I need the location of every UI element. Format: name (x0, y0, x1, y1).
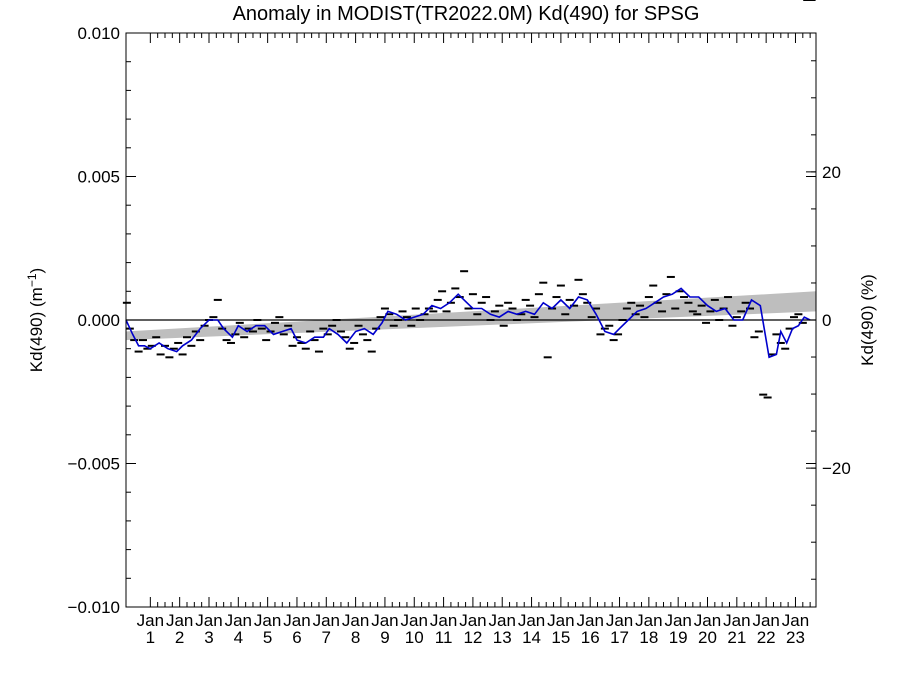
x-tick-label-year: 6 (292, 628, 301, 647)
x-tick-label-year: 3 (204, 628, 213, 647)
x-tick-label-year: 12 (463, 628, 482, 647)
y-left-tick-label: 0.000 (77, 311, 120, 330)
x-tick-label-year: 4 (234, 628, 243, 647)
x-tick-label-year: 10 (405, 628, 424, 647)
x-axis: Jan1Jan2Jan3Jan4Jan5Jan6Jan7Jan8Jan9Jan1… (137, 33, 811, 647)
x-tick-label-year: 20 (698, 628, 717, 647)
x-tick-label-month: Jan (489, 611, 516, 630)
y-axis-left-title: Kd(490) (m−1) (25, 268, 46, 372)
y-left-tick-label: 0.005 (77, 168, 120, 187)
smoothed-series-line (125, 287, 811, 359)
x-tick-label-year: 9 (380, 628, 389, 647)
x-tick-label-year: 16 (581, 628, 600, 647)
x-tick-label-month: Jan (342, 611, 369, 630)
x-tick-label-year: 11 (435, 628, 453, 647)
x-tick-label-year: 21 (727, 628, 746, 647)
x-tick-label-month: Jan (283, 611, 310, 630)
trend-band (126, 291, 816, 341)
y-right-tick-label: 20 (822, 163, 841, 182)
x-tick-label-month: Jan (459, 611, 486, 630)
x-tick-label-month: Jan (723, 611, 750, 630)
y-left-tick-label: −0.010 (68, 598, 120, 617)
x-tick-label-month: Jan (782, 611, 809, 630)
x-tick-label-year: 1 (146, 628, 155, 647)
x-tick-label-month: Jan (137, 611, 164, 630)
y-axis-left: −0.010 −0.005 0.000 0.005 0.010 (68, 24, 816, 617)
x-tick-label-month: Jan (371, 611, 398, 630)
y-axis-right-title: Kd(490) (%) (858, 274, 877, 366)
x-tick-label-month: Jan (752, 611, 779, 630)
x-tick-label-month: Jan (664, 611, 691, 630)
y-axis-right: −20 0 20 (806, 60, 851, 580)
monthly-points-layer (122, 0, 816, 399)
x-tick-label-year: 8 (351, 628, 360, 647)
x-tick-label-year: 14 (522, 628, 541, 647)
y-left-tick-label: −0.005 (68, 455, 120, 474)
x-tick-label-month: Jan (635, 611, 662, 630)
y-right-tick-label: −20 (822, 459, 851, 478)
x-tick-label-month: Jan (518, 611, 545, 630)
x-tick-label-month: Jan (254, 611, 281, 630)
x-tick-label-year: 13 (493, 628, 512, 647)
x-tick-label-month: Jan (225, 611, 252, 630)
x-tick-label-year: 2 (175, 628, 184, 647)
chart-title: Anomaly in MODIST(TR2022.0M) Kd(490) for… (233, 3, 700, 25)
x-tick-label-month: Jan (401, 611, 428, 630)
x-tick-label-month: Jan (547, 611, 574, 630)
x-tick-label-month: Jan (430, 611, 457, 630)
x-tick-label-year: 5 (263, 628, 272, 647)
x-tick-label-month: Jan (576, 611, 603, 630)
x-tick-label-month: Jan (195, 611, 222, 630)
trend-band-layer (126, 291, 816, 341)
y-left-tick-label: 0.010 (77, 24, 120, 43)
y-right-tick-label: 0 (822, 311, 831, 330)
x-tick-label-year: 23 (786, 628, 805, 647)
x-tick-label-month: Jan (694, 611, 721, 630)
x-tick-label-month: Jan (606, 611, 633, 630)
x-tick-label-year: 18 (639, 628, 658, 647)
smoothed-line-layer (125, 287, 811, 359)
x-tick-label-year: 22 (757, 628, 776, 647)
x-tick-label-month: Jan (166, 611, 193, 630)
x-tick-label-year: 15 (551, 628, 570, 647)
x-tick-label-year: 17 (610, 628, 629, 647)
x-tick-label-year: 7 (322, 628, 331, 647)
x-tick-label-month: Jan (313, 611, 340, 630)
x-tick-label-year: 19 (669, 628, 688, 647)
